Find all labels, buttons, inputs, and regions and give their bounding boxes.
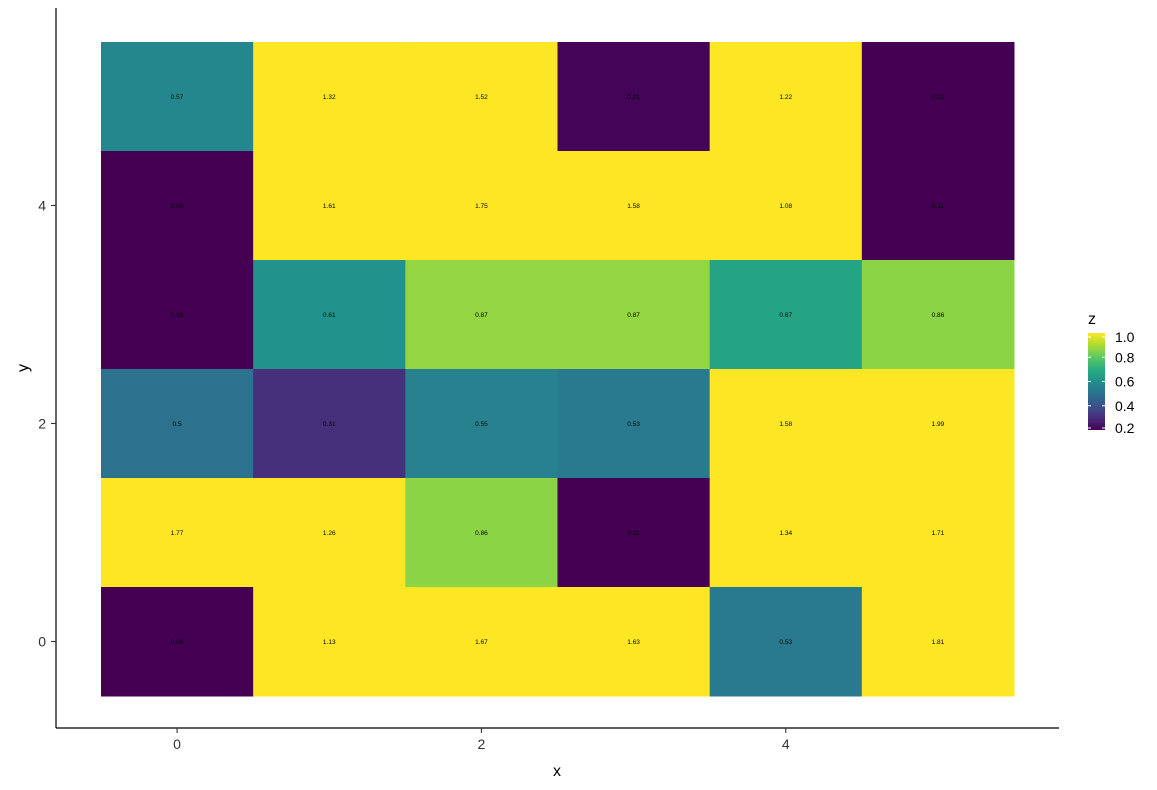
heatmap-cell: [101, 42, 254, 152]
heatmap-cell: [253, 587, 406, 697]
cell-value-label: 0.53: [779, 639, 792, 646]
cell-value-label: 0.21: [627, 94, 640, 101]
heatmap-cell: [405, 369, 558, 479]
heatmap-cell: [861, 478, 1015, 588]
y-axis-title: y: [15, 364, 32, 372]
x-tick-label: 0: [173, 736, 181, 752]
cell-value-label: 0.86: [475, 530, 488, 537]
heatmap-cell: [557, 260, 711, 370]
heatmap-cell: [861, 587, 1015, 697]
cell-value-label: 1.32: [323, 94, 336, 101]
cell-value-label: 0.57: [171, 94, 184, 101]
y-tick-label: 4: [38, 198, 46, 214]
heatmap-cell-labels: 0.57 1.32 1.52 0.21 1.22 0.01 0.05 1.61 1.75 1.58…: [171, 94, 945, 646]
cell-value-label: 1.58: [779, 421, 792, 428]
cell-value-label: 0.87: [475, 312, 488, 319]
colorbar-legend: z 1.0 0.8 0.6 0.4 0.2: [1088, 311, 1135, 436]
x-axis-ticks: 0 2 4: [173, 728, 790, 752]
heatmap-cell: [253, 260, 406, 370]
heatmap-cells: [101, 42, 1015, 697]
cell-value-label: 1.61: [323, 203, 336, 210]
cell-value-label: 1.26: [323, 530, 336, 537]
heatmap-cell: [557, 369, 711, 479]
heatmap-cell: [405, 587, 558, 697]
cell-value-label: 0.31: [323, 421, 336, 428]
heatmap-cell: [253, 42, 406, 152]
cell-value-label: 0.05: [171, 203, 184, 210]
legend-title: z: [1088, 311, 1096, 328]
heatmap-cell: [557, 151, 711, 261]
heatmap-cell: [861, 260, 1015, 370]
heatmap-cell: [405, 260, 558, 370]
heatmap-cell: [253, 369, 406, 479]
cell-value-label: 0.87: [627, 312, 640, 319]
colorbar-label: 0.6: [1115, 374, 1135, 390]
cell-value-label: 1.08: [779, 203, 792, 210]
heatmap-cell: [253, 151, 406, 261]
cell-value-label: 0.5: [173, 421, 182, 428]
heatmap-cell: [709, 151, 863, 261]
y-tick-label: 2: [38, 416, 46, 432]
heatmap-cell: [861, 151, 1015, 261]
cell-value-label: 0.11: [627, 530, 640, 537]
cell-value-label: 1.71: [932, 530, 945, 537]
cell-value-label: 0.53: [627, 421, 640, 428]
cell-value-label: 1.58: [627, 203, 640, 210]
heatmap-cell: [861, 369, 1015, 479]
colorbar-label: 0.2: [1115, 420, 1135, 436]
cell-value-label: 1.13: [323, 639, 336, 646]
cell-value-label: 1.52: [475, 94, 488, 101]
heatmap-cell: [253, 478, 406, 588]
heatmap-cell: [405, 151, 558, 261]
heatmap-cell: [101, 369, 254, 479]
heatmap-cell: [557, 42, 711, 152]
x-axis-title: x: [553, 763, 561, 780]
heatmap-cell: [557, 478, 711, 588]
heatmap-cell: [557, 587, 711, 697]
cell-value-label: 0.61: [323, 312, 336, 319]
heatmap-cell: [709, 42, 863, 152]
heatmap-cell: [861, 42, 1015, 152]
cell-value-label: 1.75: [475, 203, 488, 210]
cell-value-label: 0.16: [171, 312, 184, 319]
cell-value-label: 1.81: [932, 639, 945, 646]
cell-value-label: 1.77: [171, 530, 184, 537]
heatmap-cell: [405, 478, 558, 588]
colorbar: [1088, 333, 1105, 430]
cell-value-label: 0.08: [171, 639, 184, 646]
cell-value-label: 1.63: [627, 639, 640, 646]
heatmap-cell: [709, 587, 863, 697]
y-tick-label: 0: [38, 634, 46, 650]
cell-value-label: 0.55: [475, 421, 488, 428]
cell-value-label: 0.67: [779, 312, 792, 319]
heatmap-cell: [709, 369, 863, 479]
heatmap-cell: [709, 260, 863, 370]
cell-value-label: 1.34: [779, 530, 792, 537]
x-tick-label: 4: [782, 736, 790, 752]
heatmap-cell: [101, 587, 254, 697]
x-tick-label: 2: [478, 736, 486, 752]
cell-value-label: 0.01: [932, 94, 945, 101]
y-axis-ticks: 0 2 4: [38, 198, 56, 650]
cell-value-label: 0.11: [932, 203, 945, 210]
cell-value-label: 1.22: [779, 94, 792, 101]
colorbar-label: 0.8: [1115, 349, 1135, 365]
colorbar-label: 1.0: [1115, 329, 1135, 345]
colorbar-label: 0.4: [1115, 398, 1135, 414]
heatmap-cell: [101, 478, 254, 588]
heatmap-cell: [101, 151, 254, 261]
heatmap-cell: [101, 260, 254, 370]
heatmap-cell: [709, 478, 863, 588]
colorbar-ticks: 1.0 0.8 0.6 0.4 0.2: [1088, 329, 1135, 436]
cell-value-label: 1.99: [932, 421, 945, 428]
heatmap-cell: [405, 42, 558, 152]
cell-value-label: 0.86: [932, 312, 945, 319]
cell-value-label: 1.67: [475, 639, 488, 646]
